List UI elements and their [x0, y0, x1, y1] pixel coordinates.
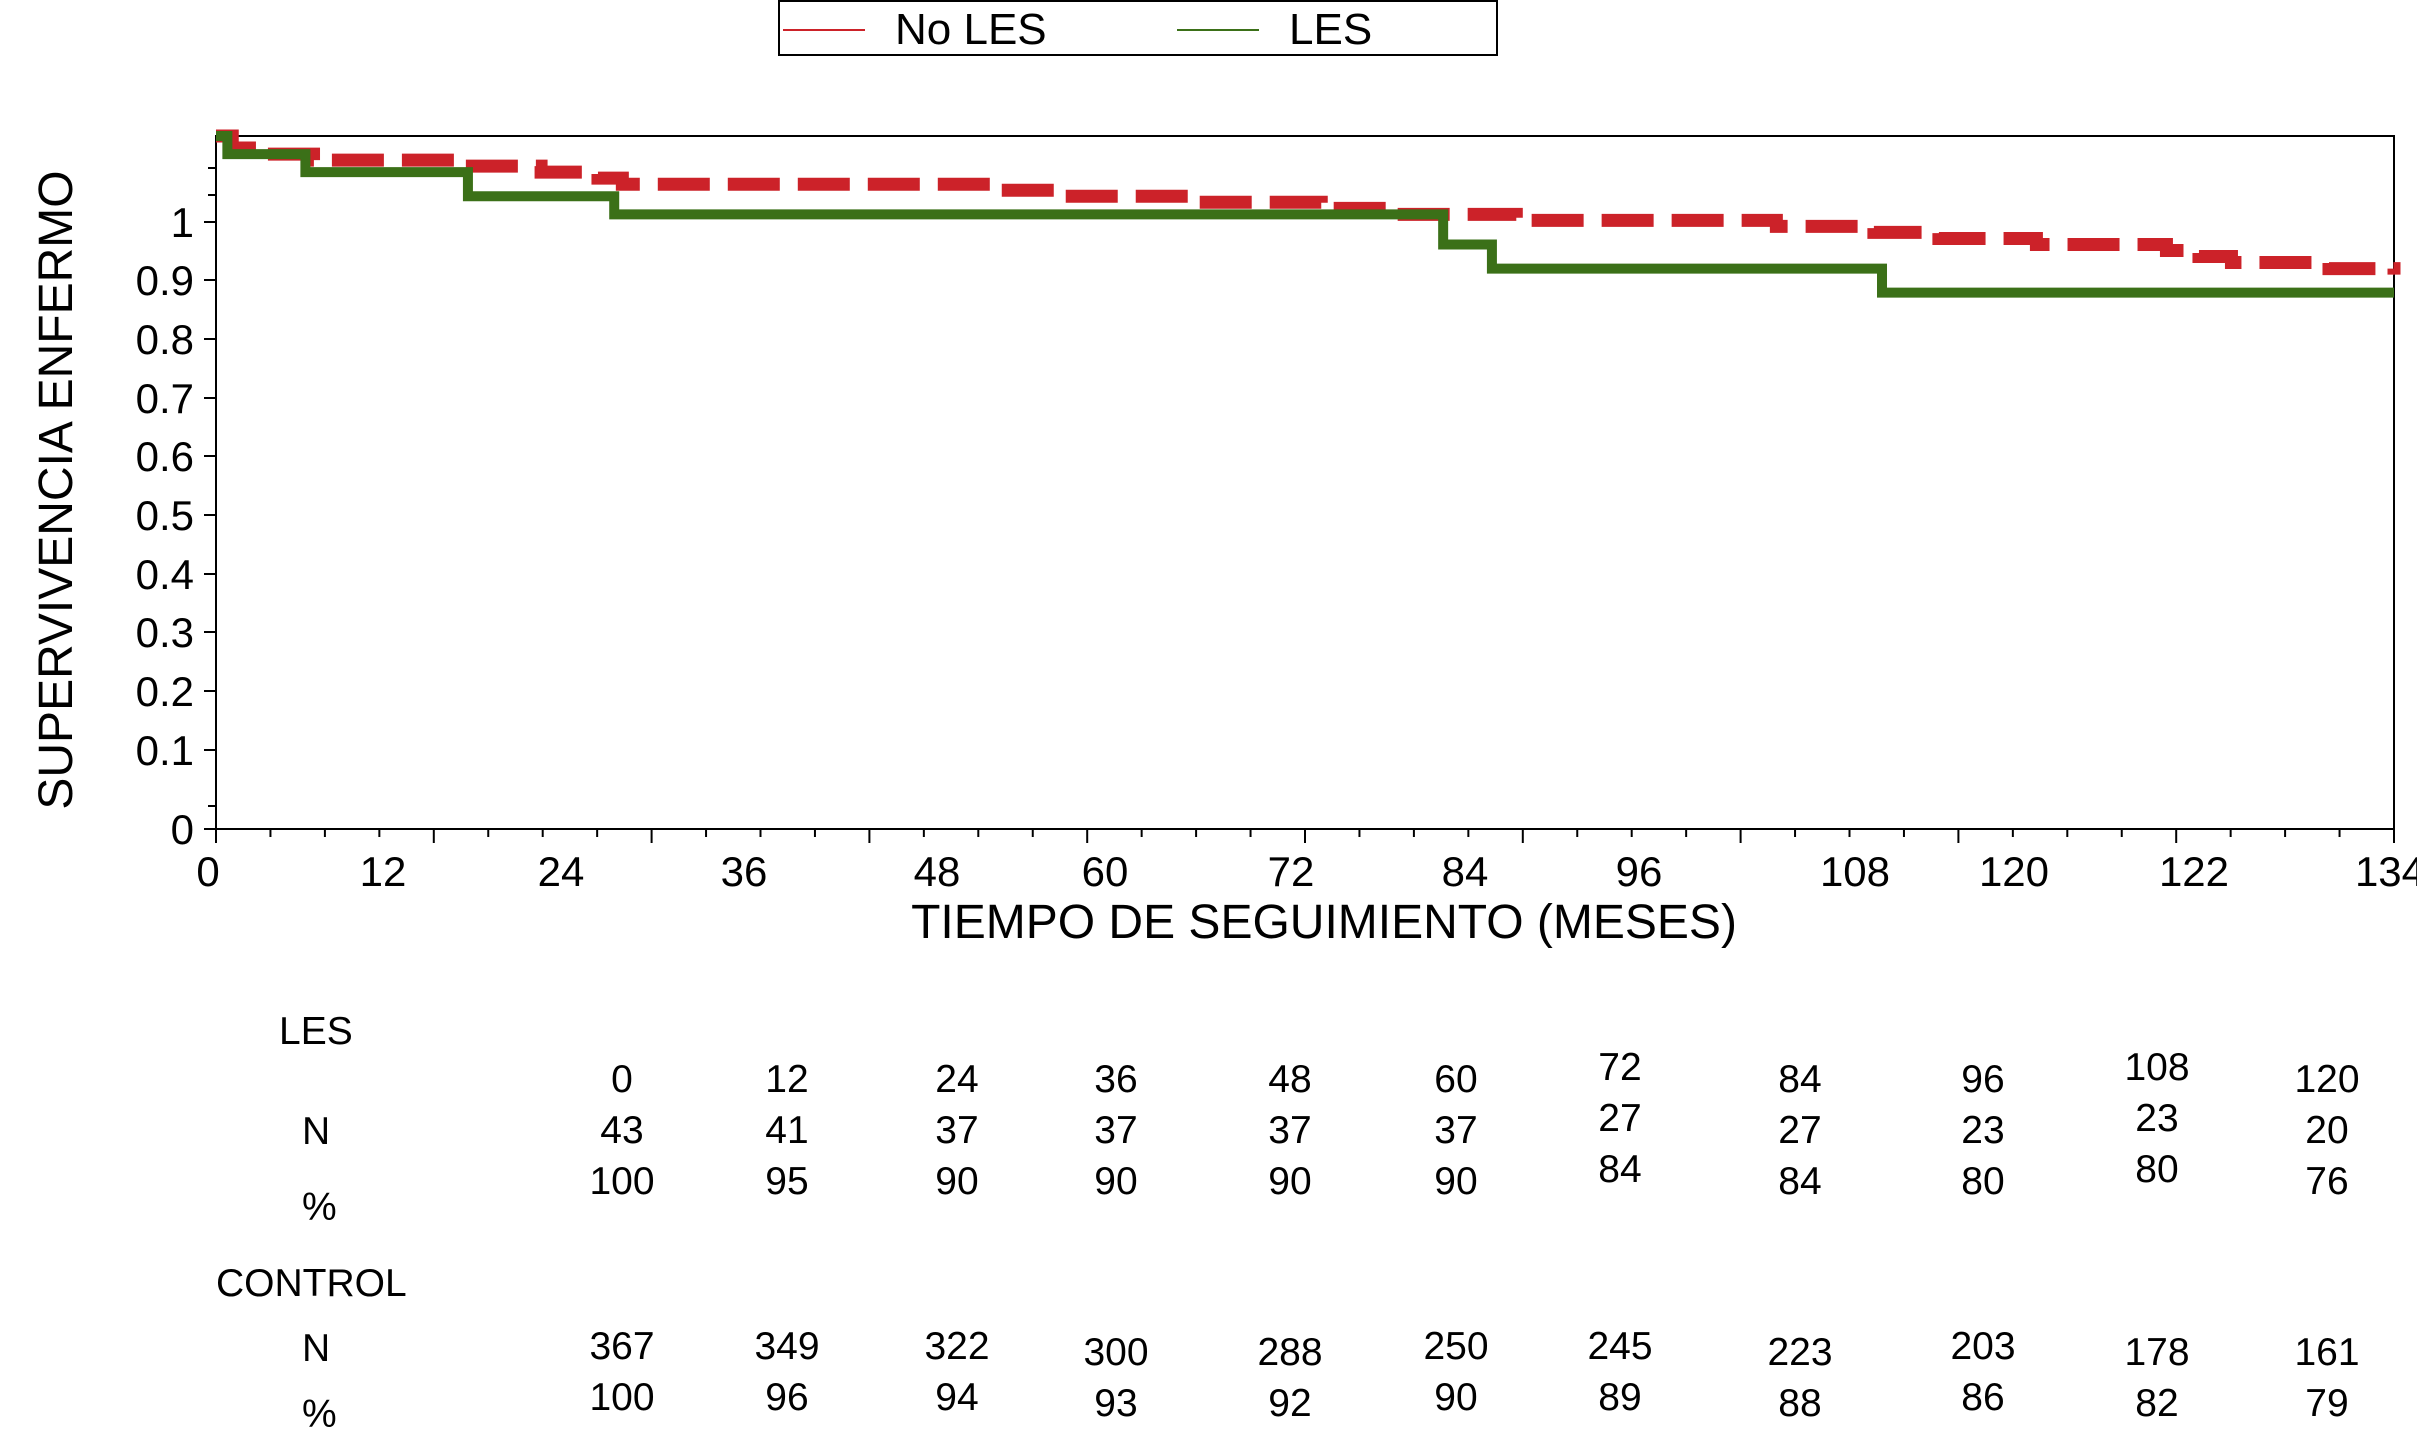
control-pct-cell: 86: [1961, 1376, 2005, 1419]
risk-table-control-pct-label: %: [302, 1393, 337, 1436]
risk-table-control-n-label: N: [302, 1327, 331, 1370]
les-time-cell: 24: [935, 1058, 979, 1101]
les-n-cell: 37: [1268, 1109, 1312, 1152]
les-time-cell: 60: [1434, 1058, 1478, 1101]
x-tick-label: 120: [1979, 848, 2049, 895]
les-n-cell: 43: [600, 1109, 644, 1152]
les-time-cell: 120: [2294, 1058, 2360, 1101]
control-n-cell: 349: [754, 1325, 820, 1368]
control-n-cell: 367: [589, 1325, 655, 1368]
control-pct-cell: 82: [2135, 1382, 2179, 1425]
x-tick-label: 36: [721, 848, 768, 895]
les-time-cell: 96: [1961, 1058, 2005, 1101]
control-pct-cell: 93: [1094, 1382, 1138, 1425]
x-tick-label: 12: [360, 848, 407, 895]
les-time-cell: 12: [765, 1058, 809, 1101]
y-tick-label: 0.8: [136, 316, 194, 363]
control-n-cell: 288: [1257, 1331, 1323, 1374]
control-n-cell: 245: [1587, 1325, 1653, 1368]
legend-swatch-no-les: [783, 29, 865, 31]
control-n-cell: 300: [1083, 1331, 1149, 1374]
y-tick-label: 1: [171, 199, 194, 246]
les-pct-cell: 80: [2135, 1148, 2179, 1191]
les-n-cell: 37: [1094, 1109, 1138, 1152]
les-time-cell: 36: [1094, 1058, 1138, 1101]
y-axis-title: SUPERVIVENCIA ENFERMO: [30, 170, 83, 809]
x-tick-label: 48: [914, 848, 961, 895]
control-pct-cell: 100: [589, 1376, 655, 1419]
control-pct-cell: 79: [2305, 1382, 2349, 1425]
series-line-les: [216, 131, 2394, 298]
les-pct-cell: 84: [1598, 1148, 1642, 1191]
les-time-cell: 48: [1268, 1058, 1312, 1101]
x-axis-title: TIEMPO DE SEGUIMIENTO (MESES): [911, 896, 1737, 949]
plot-frame: [215, 135, 2395, 830]
les-pct-cell: 95: [765, 1160, 809, 1203]
y-tick-label: 0.6: [136, 433, 194, 480]
control-pct-cell: 88: [1778, 1382, 1822, 1425]
les-n-cell: 20: [2305, 1109, 2349, 1152]
control-pct-cell: 89: [1598, 1376, 1642, 1419]
legend-item-les: LES: [1177, 2, 1372, 58]
control-n-cell: 223: [1767, 1331, 1833, 1374]
les-n-cell: 27: [1778, 1109, 1822, 1152]
control-n-cell: 250: [1423, 1325, 1489, 1368]
les-pct-cell: 80: [1961, 1160, 2005, 1203]
legend-item-no-les: No LES: [783, 2, 1047, 58]
x-tick-label: 24: [538, 848, 585, 895]
les-pct-cell: 100: [589, 1160, 655, 1203]
y-tick-label: 0.5: [136, 492, 194, 539]
risk-table-les-pct-label: %: [302, 1186, 337, 1229]
series-line-no-les: [216, 129, 2401, 276]
les-pct-cell: 84: [1778, 1160, 1822, 1203]
control-pct-cell: 90: [1434, 1376, 1478, 1419]
control-n-cell: 161: [2294, 1331, 2360, 1374]
legend-label-les: LES: [1289, 5, 1373, 54]
control-n-cell: 322: [924, 1325, 990, 1368]
les-pct-cell: 90: [1434, 1160, 1478, 1203]
y-tick-label: 0.2: [136, 668, 194, 715]
control-n-cell: 178: [2124, 1331, 2190, 1374]
y-tick-label: 0.3: [136, 609, 194, 656]
legend-label-no-les: No LES: [895, 5, 1047, 54]
x-tick-label: 72: [1268, 848, 1315, 895]
x-tick-label: 60: [1082, 848, 1129, 895]
les-pct-cell: 90: [1268, 1160, 1312, 1203]
les-time-cell: 72: [1598, 1046, 1642, 1089]
x-tick-label: 96: [1616, 848, 1663, 895]
les-n-cell: 37: [935, 1109, 979, 1152]
les-n-cell: 23: [2135, 1097, 2179, 1140]
les-pct-cell: 90: [1094, 1160, 1138, 1203]
les-time-cell: 0: [611, 1058, 633, 1101]
control-pct-cell: 94: [935, 1376, 979, 1419]
control-n-cell: 203: [1950, 1325, 2016, 1368]
les-pct-cell: 90: [935, 1160, 979, 1203]
x-tick-label: 122: [2159, 848, 2229, 895]
y-tick-label: 0: [171, 806, 194, 853]
y-tick-label: 0.1: [136, 727, 194, 774]
chart-legend: No LES LES: [778, 0, 1498, 56]
x-tick-label: 0: [196, 848, 219, 895]
x-tick-label: 84: [1442, 848, 1489, 895]
les-n-cell: 41: [765, 1109, 809, 1152]
y-tick-label: 0.7: [136, 375, 194, 422]
risk-table-control-label: CONTROL: [216, 1262, 407, 1305]
les-time-cell: 84: [1778, 1058, 1822, 1101]
risk-table-les-label: LES: [279, 1010, 353, 1053]
les-pct-cell: 76: [2305, 1160, 2349, 1203]
les-time-cell: 108: [2124, 1046, 2190, 1089]
legend-swatch-les: [1177, 29, 1259, 31]
control-pct-cell: 92: [1268, 1382, 1312, 1425]
x-tick-label: 108: [1820, 848, 1890, 895]
les-n-cell: 37: [1434, 1109, 1478, 1152]
les-n-cell: 23: [1961, 1109, 2005, 1152]
risk-table-les-n-label: N: [302, 1110, 331, 1153]
les-n-cell: 27: [1598, 1097, 1642, 1140]
control-pct-cell: 96: [765, 1376, 809, 1419]
x-tick-label: 134: [2355, 848, 2417, 895]
y-tick-label: 0.4: [136, 551, 194, 598]
y-tick-label: 0.9: [136, 257, 194, 304]
